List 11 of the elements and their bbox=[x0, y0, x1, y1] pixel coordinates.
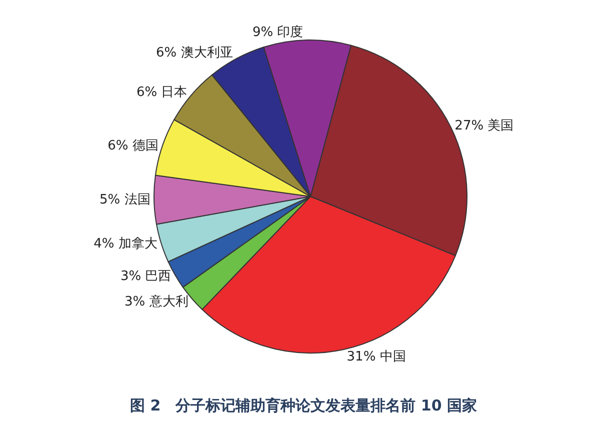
slice-label: 3% 巴西 bbox=[120, 269, 172, 284]
slice-label: 27% 美国 bbox=[454, 117, 514, 134]
slice-label: 31% 中国 bbox=[346, 349, 406, 364]
slice-label: 3% 意大利 bbox=[124, 294, 188, 310]
text: 图 2 分子标记辅助育种论文发表量排名前 10 国家 bbox=[130, 396, 477, 414]
slice-label: 9% 印度 bbox=[252, 24, 304, 40]
slice-label: 6% 德国 bbox=[108, 138, 158, 154]
slice-label: 5% 法国 bbox=[100, 192, 150, 208]
slice-label: 4% 加拿大 bbox=[94, 236, 158, 252]
slice-label: 6% 澳大利亚 bbox=[156, 45, 233, 60]
slice-label: 6% 日本 bbox=[136, 84, 188, 100]
